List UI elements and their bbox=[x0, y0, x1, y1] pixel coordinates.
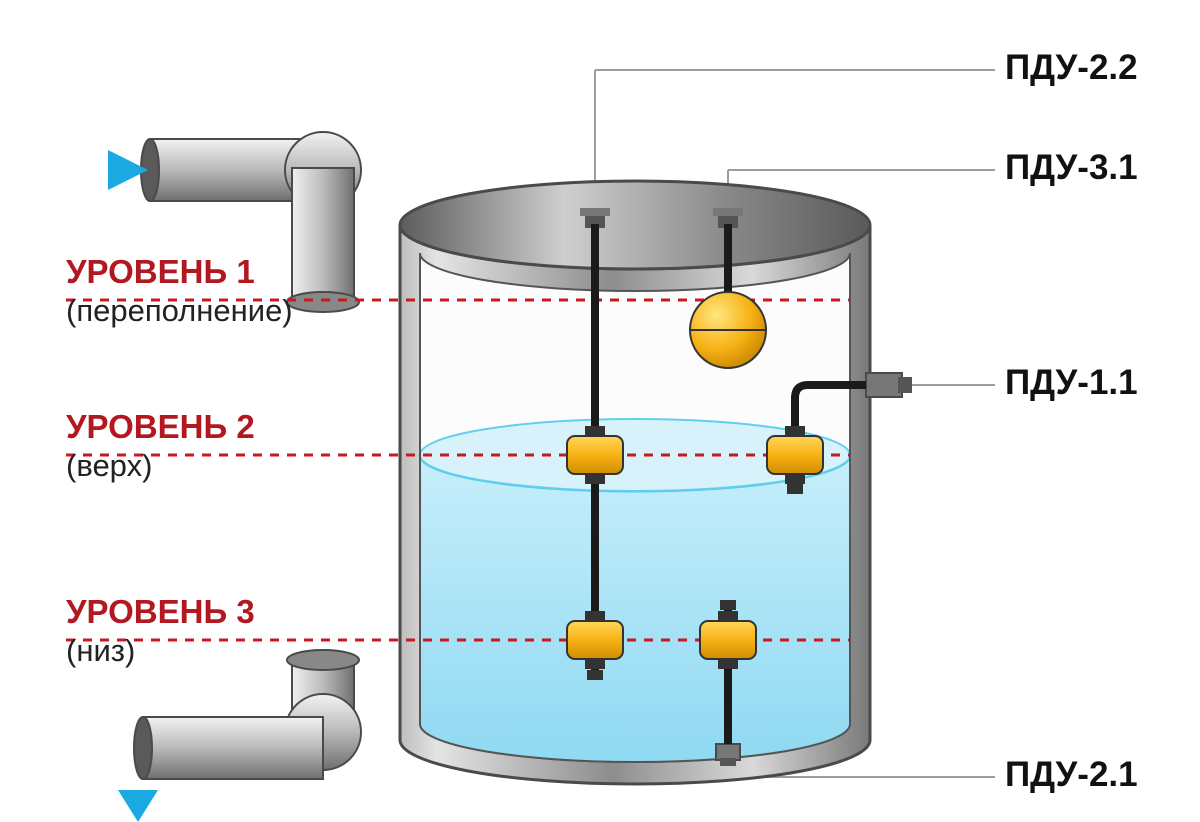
level-1-sub: (переполнение) bbox=[66, 293, 293, 329]
sensor-label-pdu-2-1: ПДУ-2.1 bbox=[1005, 755, 1138, 795]
tank-level-diagram: УРОВЕНЬ 1 (переполнение) УРОВЕНЬ 2 (верх… bbox=[0, 0, 1200, 822]
outlet-arrow-icon bbox=[118, 790, 158, 822]
level-2-title: УРОВЕНЬ 2 bbox=[66, 408, 255, 446]
level-2-sub: (верх) bbox=[66, 448, 255, 484]
level-3-sub: (низ) bbox=[66, 633, 255, 669]
sensor-label-pdu-2-2: ПДУ-2.2 bbox=[1005, 48, 1138, 88]
level-3-title: УРОВЕНЬ 3 bbox=[66, 593, 255, 631]
sensor-label-pdu-1-1: ПДУ-1.1 bbox=[1005, 363, 1138, 403]
sensor-label-pdu-3-1: ПДУ-3.1 bbox=[1005, 148, 1138, 188]
water bbox=[420, 455, 850, 762]
level-2-label: УРОВЕНЬ 2 (верх) bbox=[66, 408, 255, 484]
level-3-label: УРОВЕНЬ 3 (низ) bbox=[66, 593, 255, 669]
level-1-title: УРОВЕНЬ 1 bbox=[66, 253, 293, 291]
level-1-label: УРОВЕНЬ 1 (переполнение) bbox=[66, 253, 293, 329]
outlet-pipe bbox=[134, 650, 361, 779]
